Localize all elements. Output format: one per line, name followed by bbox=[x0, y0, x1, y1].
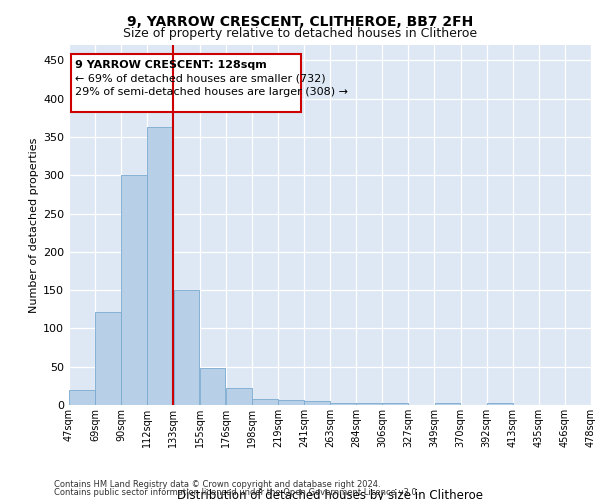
Bar bbox=[121, 175, 147, 405]
Text: Size of property relative to detached houses in Clitheroe: Size of property relative to detached ho… bbox=[123, 28, 477, 40]
Bar bbox=[278, 400, 304, 405]
Y-axis label: Number of detached properties: Number of detached properties bbox=[29, 138, 39, 312]
Text: Contains public sector information licensed under the Open Government Licence v3: Contains public sector information licen… bbox=[54, 488, 419, 497]
Bar bbox=[200, 368, 226, 405]
Text: Contains HM Land Registry data © Crown copyright and database right 2024.: Contains HM Land Registry data © Crown c… bbox=[54, 480, 380, 489]
Bar bbox=[434, 402, 460, 405]
Bar bbox=[356, 402, 382, 405]
Bar bbox=[382, 404, 408, 405]
Bar bbox=[330, 402, 356, 405]
Text: 29% of semi-detached houses are larger (308) →: 29% of semi-detached houses are larger (… bbox=[75, 87, 348, 97]
Bar bbox=[148, 127, 173, 405]
Text: ← 69% of detached houses are smaller (732): ← 69% of detached houses are smaller (73… bbox=[75, 74, 326, 84]
FancyBboxPatch shape bbox=[71, 54, 301, 112]
Bar bbox=[226, 388, 251, 405]
Bar bbox=[173, 290, 199, 405]
Text: 9, YARROW CRESCENT, CLITHEROE, BB7 2FH: 9, YARROW CRESCENT, CLITHEROE, BB7 2FH bbox=[127, 15, 473, 29]
Bar bbox=[95, 312, 121, 405]
Bar bbox=[252, 399, 278, 405]
Bar bbox=[69, 390, 95, 405]
Bar bbox=[304, 401, 330, 405]
X-axis label: Distribution of detached houses by size in Clitheroe: Distribution of detached houses by size … bbox=[177, 489, 483, 500]
Text: 9 YARROW CRESCENT: 128sqm: 9 YARROW CRESCENT: 128sqm bbox=[75, 60, 267, 70]
Bar bbox=[487, 402, 512, 405]
